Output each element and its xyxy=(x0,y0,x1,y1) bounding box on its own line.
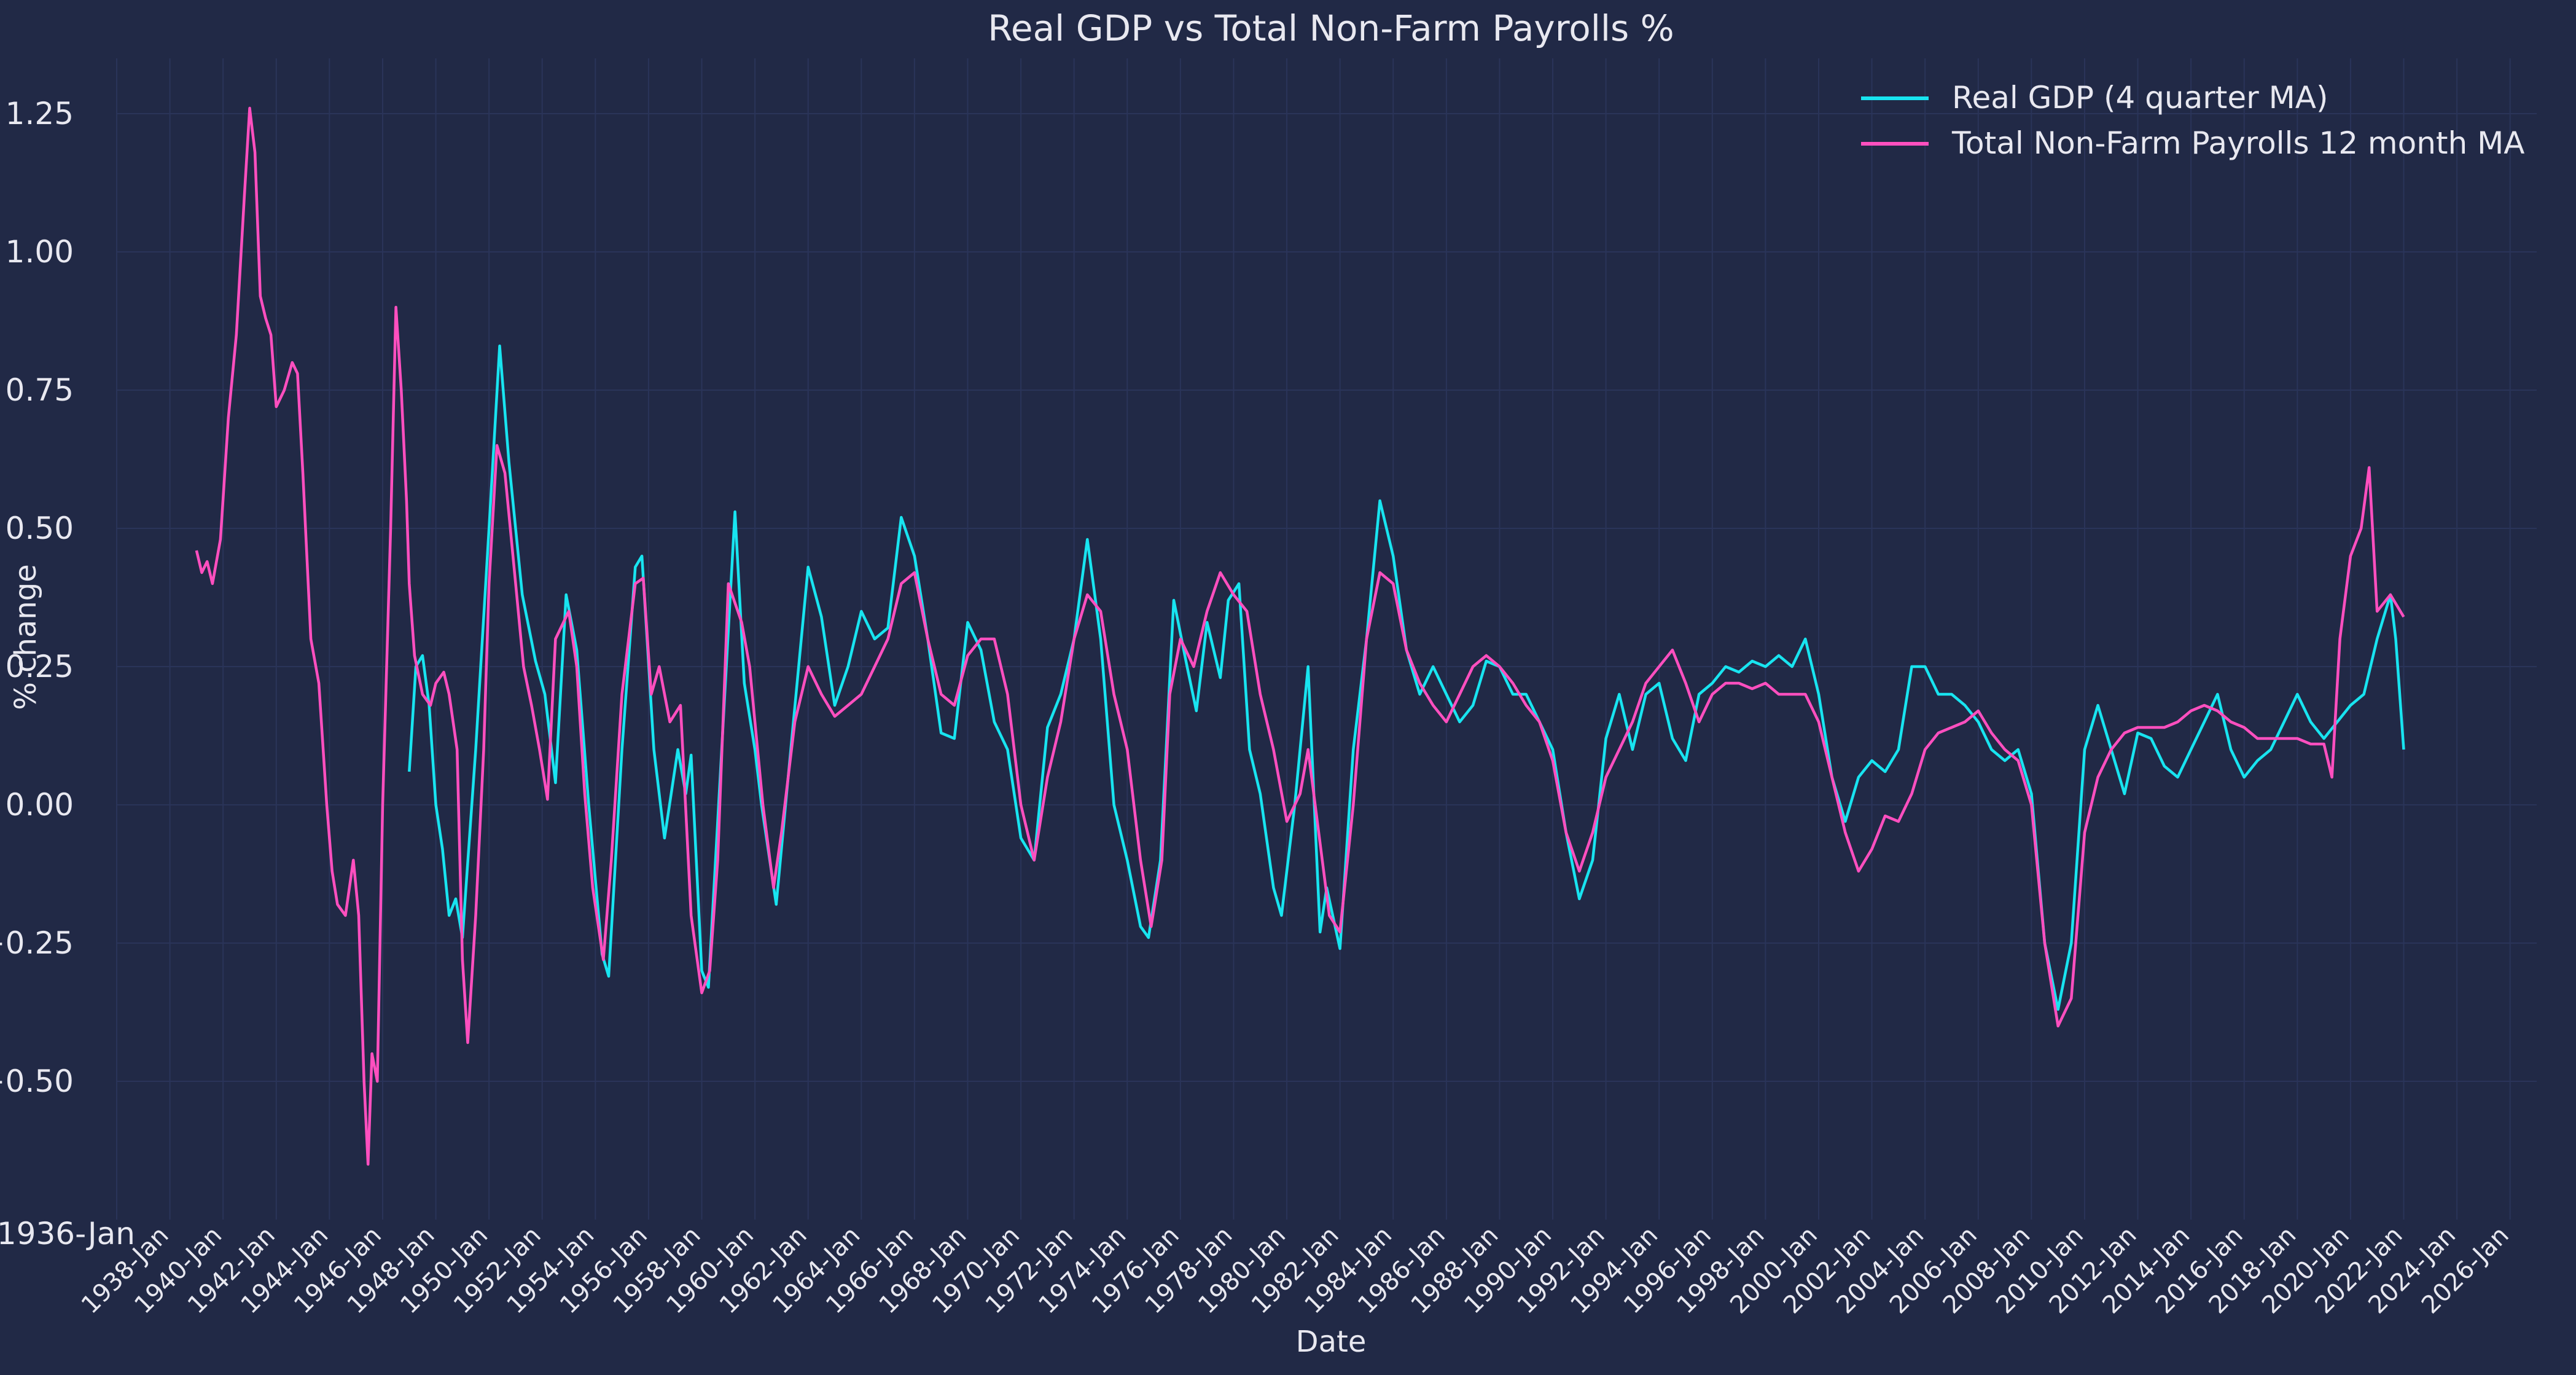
y-tick-label: 1.25 xyxy=(6,96,74,131)
y-axis-label: % change xyxy=(9,564,43,710)
x-tick-label: 1936-Jan xyxy=(0,1216,135,1252)
grid-lines xyxy=(116,58,2537,1220)
legend-label-gdp: Real GDP (4 quarter MA) xyxy=(1952,80,2328,116)
legend-label-payrolls: Total Non-Farm Payrolls 12 month MA xyxy=(1951,125,2524,161)
y-tick-label: 1.00 xyxy=(6,234,74,270)
legend: Real GDP (4 quarter MA) Total Non-Farm P… xyxy=(1861,80,2524,161)
y-tick-label: 0.00 xyxy=(6,787,74,823)
series-line-payrolls xyxy=(195,106,2405,1166)
y-tick-label: −0.25 xyxy=(0,925,74,961)
y-tick-label: −0.50 xyxy=(0,1064,74,1099)
series-line-real-gdp xyxy=(408,344,2405,1011)
series-lines xyxy=(195,106,2405,1166)
y-tick-labels: −0.50 −0.25 0.00 0.25 0.50 0.75 1.00 1.25 xyxy=(0,96,74,1099)
y-tick-label: 0.50 xyxy=(6,511,74,546)
y-tick-label: 0.75 xyxy=(6,372,74,408)
plot-area xyxy=(117,58,2537,1220)
x-axis-label: Date xyxy=(1296,1325,1367,1359)
chart-title: Real GDP vs Total Non-Farm Payrolls % xyxy=(988,7,1674,49)
y-tick-label: 0.25 xyxy=(6,649,74,684)
